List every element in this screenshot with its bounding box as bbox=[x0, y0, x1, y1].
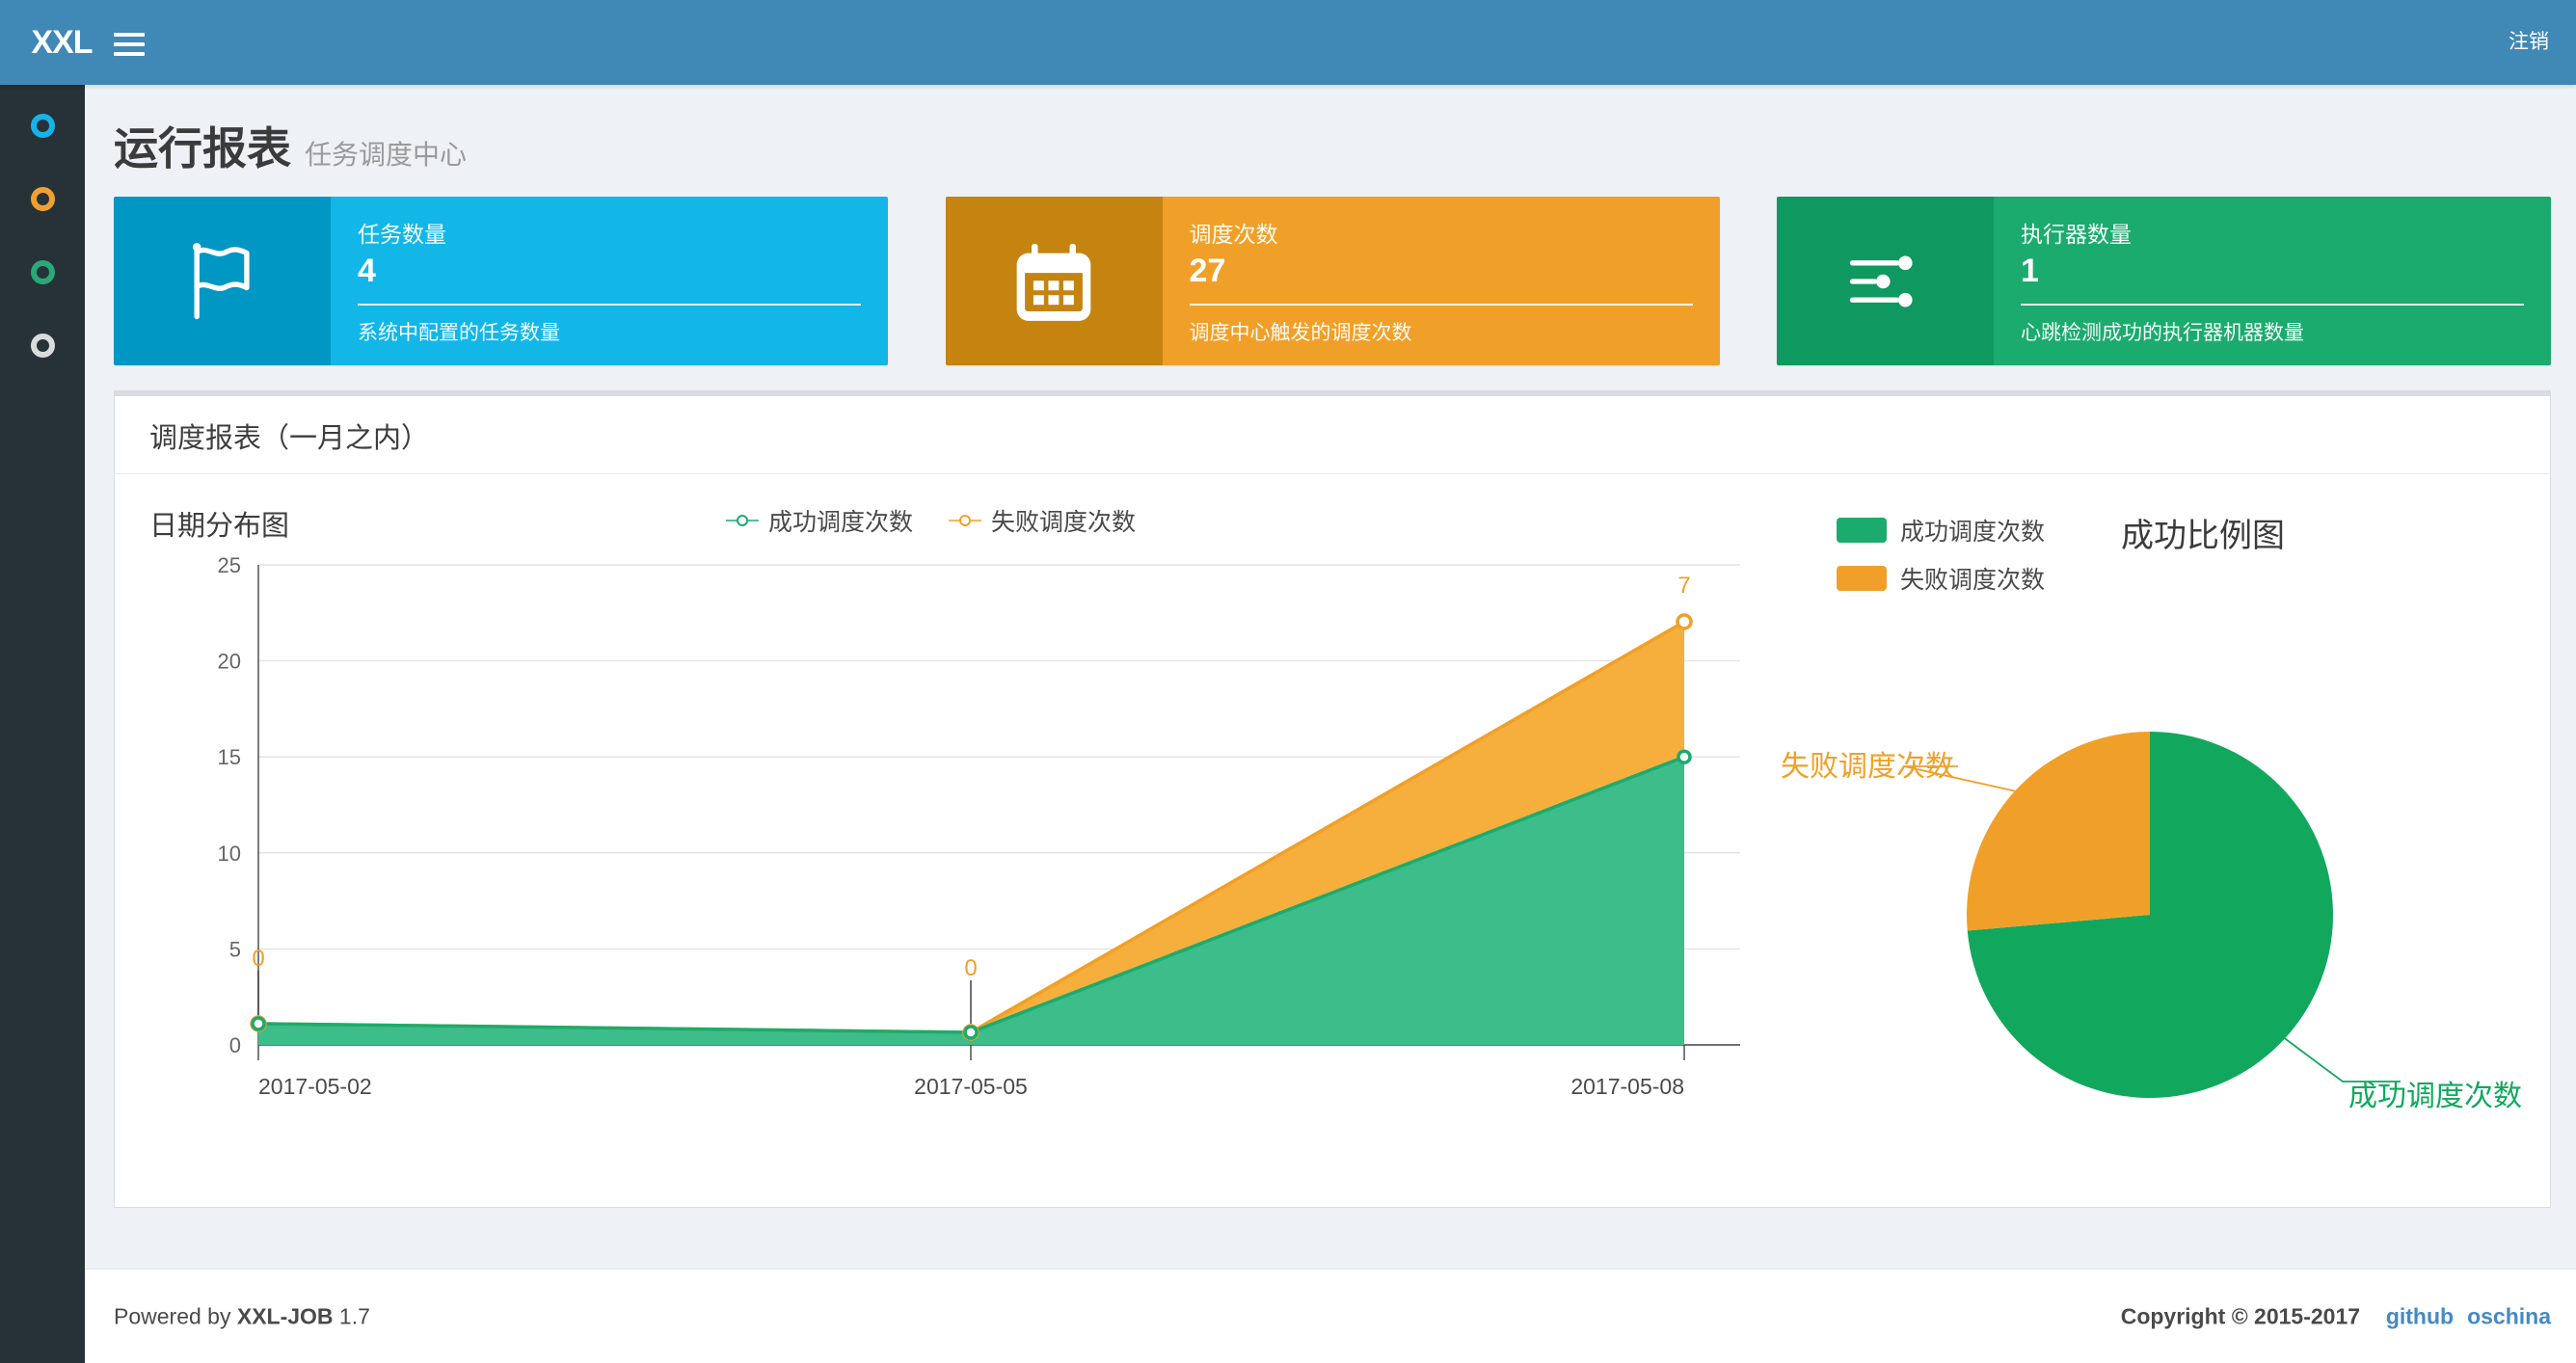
svg-text:25: 25 bbox=[218, 553, 241, 577]
svg-text:0: 0 bbox=[229, 1033, 241, 1057]
svg-text:0: 0 bbox=[964, 955, 977, 981]
svg-text:2017-05-02: 2017-05-02 bbox=[258, 1074, 372, 1099]
svg-text:失败调度次数: 失败调度次数 bbox=[1781, 751, 1954, 783]
svg-text:20: 20 bbox=[218, 650, 241, 674]
svg-text:2017-05-08: 2017-05-08 bbox=[1570, 1074, 1684, 1099]
svg-text:成功调度次数: 成功调度次数 bbox=[2348, 1081, 2522, 1112]
svg-text:2017-05-05: 2017-05-05 bbox=[914, 1074, 1028, 1099]
svg-text:0: 0 bbox=[252, 946, 264, 972]
svg-text:7: 7 bbox=[1677, 573, 1690, 599]
svg-text:5: 5 bbox=[229, 937, 241, 961]
svg-text:10: 10 bbox=[218, 842, 241, 866]
svg-text:15: 15 bbox=[218, 745, 241, 769]
